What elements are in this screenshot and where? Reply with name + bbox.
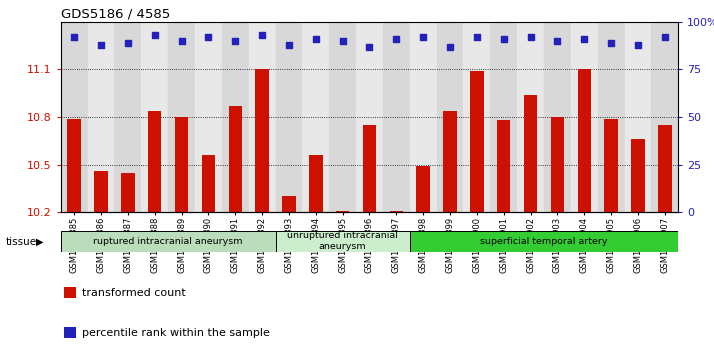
Bar bbox=[605, 119, 618, 212]
Bar bbox=[222, 22, 248, 212]
Bar bbox=[517, 22, 544, 212]
Bar bbox=[410, 22, 437, 212]
Point bbox=[498, 36, 510, 42]
Point bbox=[391, 36, 402, 42]
Bar bbox=[625, 22, 651, 212]
Bar bbox=[282, 196, 296, 212]
Bar bbox=[471, 71, 483, 212]
Bar bbox=[571, 22, 598, 212]
Bar bbox=[524, 95, 538, 212]
Bar bbox=[383, 22, 410, 212]
Bar bbox=[61, 231, 276, 252]
Bar bbox=[491, 22, 517, 212]
Bar bbox=[148, 111, 161, 212]
Text: percentile rank within the sample: percentile rank within the sample bbox=[82, 327, 270, 338]
Bar bbox=[195, 22, 222, 212]
Bar bbox=[410, 231, 678, 252]
Text: transformed count: transformed count bbox=[82, 287, 186, 298]
Bar bbox=[114, 22, 141, 212]
Bar bbox=[168, 22, 195, 212]
Bar bbox=[329, 22, 356, 212]
Bar bbox=[416, 166, 430, 212]
Point bbox=[337, 38, 348, 44]
Bar bbox=[256, 69, 268, 212]
Bar bbox=[61, 22, 88, 212]
Bar bbox=[88, 22, 114, 212]
Bar bbox=[658, 125, 672, 212]
Point bbox=[283, 42, 295, 48]
Point bbox=[203, 34, 214, 40]
Bar bbox=[94, 171, 108, 212]
Bar bbox=[276, 22, 302, 212]
Bar bbox=[309, 155, 323, 212]
Point bbox=[659, 34, 670, 40]
Bar bbox=[228, 106, 242, 212]
Bar bbox=[598, 22, 625, 212]
Bar bbox=[121, 173, 134, 212]
Bar bbox=[141, 22, 168, 212]
Point bbox=[578, 36, 590, 42]
Bar bbox=[497, 120, 511, 212]
Point bbox=[176, 38, 187, 44]
Point bbox=[633, 42, 644, 48]
Bar bbox=[437, 22, 463, 212]
Point bbox=[256, 32, 268, 38]
Point bbox=[95, 42, 106, 48]
Text: superficial temporal artery: superficial temporal artery bbox=[481, 237, 608, 246]
Point bbox=[149, 32, 161, 38]
Bar bbox=[544, 22, 571, 212]
Bar bbox=[336, 211, 349, 212]
Bar bbox=[67, 119, 81, 212]
Point bbox=[444, 44, 456, 49]
Bar bbox=[175, 117, 188, 212]
Text: GDS5186 / 4585: GDS5186 / 4585 bbox=[61, 8, 170, 21]
Point bbox=[552, 38, 563, 44]
Bar bbox=[302, 22, 329, 212]
Bar bbox=[651, 22, 678, 212]
Point bbox=[310, 36, 321, 42]
Text: ▶: ▶ bbox=[36, 237, 44, 247]
Bar bbox=[631, 139, 645, 212]
Bar bbox=[356, 22, 383, 212]
Bar bbox=[390, 211, 403, 212]
Bar bbox=[578, 69, 591, 212]
Bar bbox=[463, 22, 491, 212]
Point bbox=[122, 40, 134, 46]
Point bbox=[605, 40, 617, 46]
Bar bbox=[248, 22, 276, 212]
Bar bbox=[276, 231, 410, 252]
Point bbox=[418, 34, 429, 40]
Point bbox=[471, 34, 483, 40]
Text: tissue: tissue bbox=[6, 237, 37, 247]
Text: ruptured intracranial aneurysm: ruptured intracranial aneurysm bbox=[94, 237, 243, 246]
Bar bbox=[363, 125, 376, 212]
Point bbox=[363, 44, 375, 49]
Bar bbox=[443, 111, 457, 212]
Point bbox=[525, 34, 536, 40]
Point bbox=[69, 34, 80, 40]
Bar bbox=[201, 155, 215, 212]
Point bbox=[229, 38, 241, 44]
Bar bbox=[550, 117, 564, 212]
Text: unruptured intracranial
aneurysm: unruptured intracranial aneurysm bbox=[287, 231, 398, 252]
